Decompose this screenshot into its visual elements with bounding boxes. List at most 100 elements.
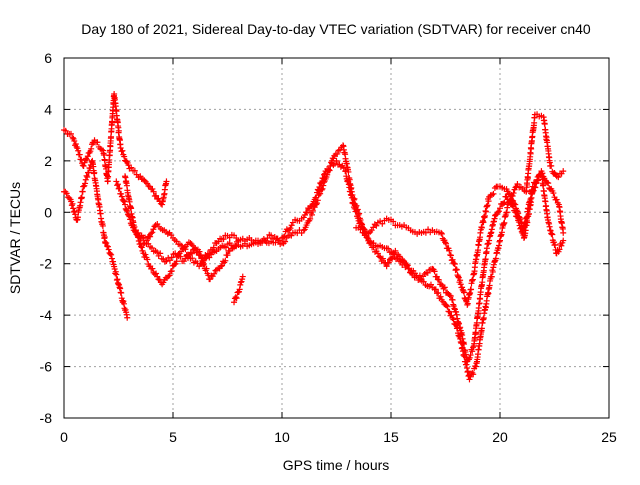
scatter-mark: [558, 242, 565, 249]
y-tick-label: -2: [40, 256, 53, 272]
scatter-mark: [118, 190, 125, 197]
x-tick-label: 5: [169, 429, 177, 445]
scatter-mark: [160, 279, 167, 286]
chart-title: Day 180 of 2021, Sidereal Day-to-day VTE…: [81, 21, 591, 37]
scatter-mark: [443, 302, 450, 309]
x-tick-label: 25: [601, 429, 617, 445]
scatter-mark: [121, 198, 128, 205]
data-point: [383, 263, 390, 270]
scatter-mark: [316, 184, 323, 191]
scatter-mark: [94, 139, 101, 146]
scatter-mark: [552, 241, 559, 248]
scatter-mark: [400, 259, 407, 266]
scatter-mark: [212, 239, 219, 246]
scatter-mark: [457, 324, 464, 331]
scatter-mark: [559, 225, 566, 232]
scatter-mark: [203, 265, 210, 272]
scatter-mark: [446, 292, 453, 299]
scatter-mark: [376, 253, 383, 260]
scatter-mark: [480, 219, 487, 226]
scatter-mark: [211, 270, 218, 277]
scatter-mark: [154, 249, 161, 256]
scatter-mark: [150, 226, 157, 233]
scatter-mark: [87, 165, 94, 172]
y-tick-label: 4: [44, 101, 52, 117]
scatter-mark: [461, 289, 468, 296]
scatter-mark: [455, 274, 462, 281]
scatter-mark: [350, 200, 357, 207]
scatter-mark: [79, 188, 86, 195]
scatter-mark: [373, 248, 380, 255]
scatter-mark: [108, 251, 115, 258]
scatter-mark: [157, 250, 164, 257]
scatter-mark: [63, 190, 70, 197]
scatter-mark: [263, 239, 270, 246]
scatter-mark: [149, 265, 156, 272]
scatter-mark: [177, 253, 184, 260]
series-track-g: [231, 273, 246, 306]
scatter-mark: [199, 259, 206, 266]
scatter-mark: [554, 199, 561, 206]
scatter-mark: [449, 256, 456, 263]
scatter-mark: [457, 277, 464, 284]
scatter-mark: [309, 207, 316, 214]
scatter-mark: [555, 174, 562, 181]
scatter-mark: [83, 172, 90, 179]
scatter-mark: [524, 181, 531, 188]
scatter-mark: [220, 236, 227, 243]
scatter-mark: [461, 340, 468, 347]
scatter-mark: [71, 137, 78, 144]
scatter-mark: [427, 281, 434, 288]
scatter-mark: [318, 179, 325, 186]
scatter-mark: [492, 255, 499, 262]
scatter-mark: [531, 114, 538, 121]
scatter-mark: [148, 230, 155, 237]
scatter-mark: [529, 187, 536, 194]
y-tick-label: 2: [44, 153, 52, 169]
scatter-mark: [145, 240, 152, 247]
scatter-mark: [451, 261, 458, 267]
scatter-mark: [556, 246, 563, 253]
scatter-mark: [84, 173, 91, 180]
scatter-mark: [179, 258, 186, 265]
scatter-mark: [123, 311, 130, 318]
scatter-mark: [559, 239, 566, 246]
scatter-mark: [357, 219, 364, 226]
scatter-mark: [490, 190, 497, 197]
scatter-mark: [88, 145, 95, 152]
scatter-mark: [379, 255, 386, 262]
scatter-mark: [453, 266, 460, 273]
data-point: [512, 201, 519, 208]
scatter-mark: [469, 348, 476, 355]
scatter-mark: [119, 147, 126, 154]
scatter-mark: [500, 200, 507, 207]
scatter-mark: [82, 180, 89, 187]
scatter-mark: [85, 169, 92, 176]
scatter-mark: [74, 214, 81, 221]
scatter-mark: [541, 120, 548, 127]
scatter-mark: [370, 224, 377, 231]
scatter-mark: [118, 289, 125, 296]
scatter-mark: [446, 308, 453, 315]
scatter-mark: [485, 198, 492, 205]
scatter-mark: [154, 273, 161, 280]
scatter-mark: [515, 210, 522, 217]
scatter-mark: [440, 285, 447, 292]
scatter-mark: [76, 151, 83, 158]
scatter-mark: [84, 153, 91, 160]
scatter-mark: [155, 276, 162, 283]
scatter-mark: [161, 258, 168, 265]
scatter-mark: [544, 214, 551, 221]
scatter-mark: [441, 284, 448, 291]
scatter-mark: [168, 267, 175, 274]
x-tick-label: 15: [383, 429, 399, 445]
scatter-mark: [276, 237, 283, 244]
scatter-mark: [232, 294, 239, 301]
scatter-mark: [383, 215, 390, 222]
scatter-mark: [442, 239, 449, 246]
scatter-mark: [482, 256, 489, 263]
scatter-mark: [150, 188, 157, 195]
scatter-mark: [148, 244, 155, 251]
scatter-mark: [450, 316, 457, 323]
scatter-mark: [117, 141, 124, 148]
